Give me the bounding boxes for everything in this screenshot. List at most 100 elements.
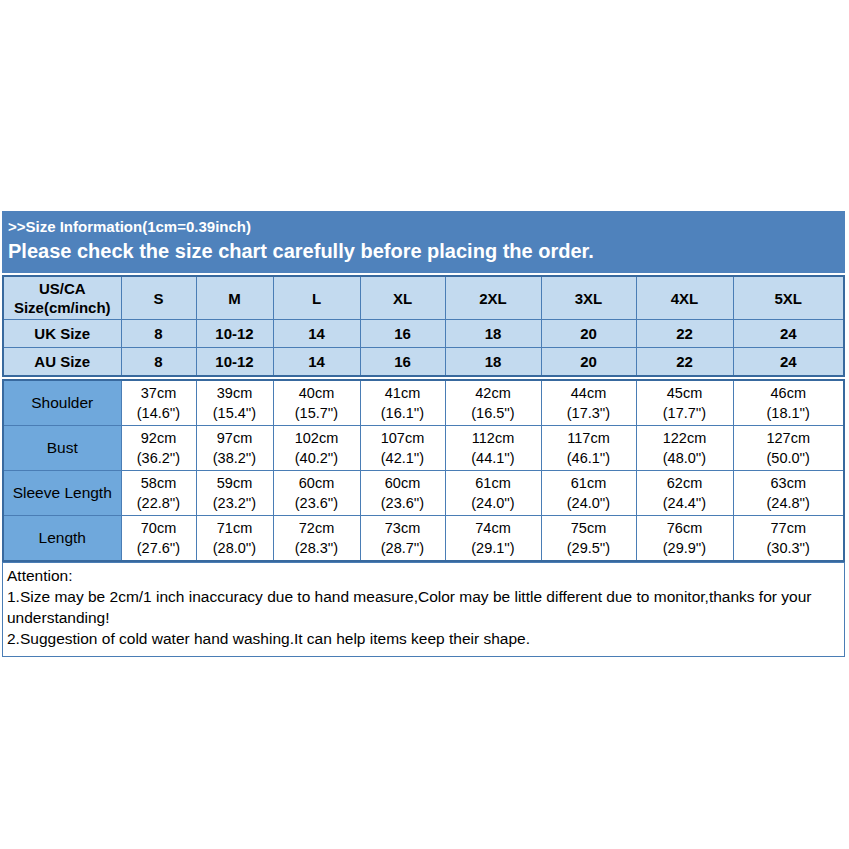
- inch-value: (17.7''): [637, 403, 733, 423]
- size-row-label: AU Size: [3, 348, 121, 377]
- cm-value: 44cm: [542, 383, 636, 403]
- measure-row-label: Length: [3, 516, 121, 562]
- inch-value: (27.6''): [122, 538, 196, 558]
- measure-table-row: Bust92cm(36.2'')97cm(38.2'')102cm(40.2''…: [3, 426, 844, 471]
- size-information-panel: >>Size Information(1cm=0.39inch) Please …: [2, 211, 845, 657]
- cm-value: 42cm: [446, 383, 541, 403]
- cm-value: 61cm: [446, 473, 541, 493]
- inch-value: (16.1''): [361, 403, 445, 423]
- measure-row-label: Shoulder: [3, 380, 121, 426]
- measure-value-cell: 97cm(38.2''): [196, 426, 273, 471]
- cm-value: 70cm: [122, 518, 196, 538]
- measure-value-cell: 37cm(14.6''): [121, 380, 196, 426]
- inch-value: (42.1''): [361, 448, 445, 468]
- size-value-cell: 16: [360, 320, 445, 348]
- size-table-header-row: US/CASize(cm/inch)SMLXL2XL3XL4XL5XL: [3, 276, 844, 320]
- cm-value: 112cm: [446, 428, 541, 448]
- measure-value-cell: 58cm(22.8''): [121, 471, 196, 516]
- inch-value: (40.2''): [274, 448, 360, 468]
- cm-value: 127cm: [734, 428, 844, 448]
- measure-row-label: Sleeve Length: [3, 471, 121, 516]
- cm-value: 59cm: [197, 473, 273, 493]
- cm-value: 74cm: [446, 518, 541, 538]
- cm-value: 92cm: [122, 428, 196, 448]
- inch-value: (16.5''): [446, 403, 541, 423]
- inch-value: (23.6''): [274, 493, 360, 513]
- measure-value-cell: 71cm(28.0''): [196, 516, 273, 562]
- size-column-header: 2XL: [445, 276, 541, 320]
- inch-value: (15.7''): [274, 403, 360, 423]
- measure-value-cell: 75cm(29.5''): [541, 516, 636, 562]
- size-column-header: M: [196, 276, 273, 320]
- cm-value: 46cm: [734, 383, 844, 403]
- cm-value: 40cm: [274, 383, 360, 403]
- measure-value-cell: 117cm(46.1''): [541, 426, 636, 471]
- inch-value: (28.7''): [361, 538, 445, 558]
- size-value-cell: 22: [636, 348, 733, 377]
- inch-value: (24.4''): [637, 493, 733, 513]
- size-column-header: L: [273, 276, 360, 320]
- cm-value: 122cm: [637, 428, 733, 448]
- cm-value: 77cm: [734, 518, 844, 538]
- size-value-cell: 10-12: [196, 320, 273, 348]
- size-table-row: AU Size810-12141618202224: [3, 348, 844, 377]
- measure-value-cell: 127cm(50.0''): [733, 426, 844, 471]
- measure-value-cell: 42cm(16.5''): [445, 380, 541, 426]
- inch-value: (50.0''): [734, 448, 844, 468]
- measure-value-cell: 60cm(23.6''): [360, 471, 445, 516]
- measure-value-cell: 112cm(44.1''): [445, 426, 541, 471]
- size-value-cell: 18: [445, 348, 541, 377]
- size-chart-notice: Please check the size chart carefully be…: [8, 237, 839, 266]
- inch-value: (23.2''): [197, 493, 273, 513]
- size-value-cell: 10-12: [196, 348, 273, 377]
- measure-value-cell: 92cm(36.2''): [121, 426, 196, 471]
- corner-label-line: Size(cm/inch): [4, 298, 121, 317]
- size-conversion-table: US/CASize(cm/inch)SMLXL2XL3XL4XL5XLUK Si…: [2, 275, 845, 377]
- size-column-header: 4XL: [636, 276, 733, 320]
- size-value-cell: 24: [733, 320, 844, 348]
- measure-value-cell: 76cm(29.9''): [636, 516, 733, 562]
- inch-value: (29.5''): [542, 538, 636, 558]
- measure-value-cell: 61cm(24.0''): [445, 471, 541, 516]
- size-value-cell: 16: [360, 348, 445, 377]
- measure-table-row: Length70cm(27.6'')71cm(28.0'')72cm(28.3'…: [3, 516, 844, 562]
- cm-value: 75cm: [542, 518, 636, 538]
- size-info-title: >>Size Information(1cm=0.39inch): [8, 217, 839, 237]
- inch-value: (28.0''): [197, 538, 273, 558]
- inch-value: (15.4''): [197, 403, 273, 423]
- measure-value-cell: 59cm(23.2''): [196, 471, 273, 516]
- measure-value-cell: 72cm(28.3''): [273, 516, 360, 562]
- size-value-cell: 20: [541, 348, 636, 377]
- measure-table-row: Shoulder37cm(14.6'')39cm(15.4'')40cm(15.…: [3, 380, 844, 426]
- inch-value: (24.0''): [446, 493, 541, 513]
- size-value-cell: 22: [636, 320, 733, 348]
- cm-value: 97cm: [197, 428, 273, 448]
- measure-value-cell: 61cm(24.0''): [541, 471, 636, 516]
- inch-value: (18.1''): [734, 403, 844, 423]
- measure-value-cell: 41cm(16.1''): [360, 380, 445, 426]
- size-value-cell: 14: [273, 320, 360, 348]
- inch-value: (17.3''): [542, 403, 636, 423]
- cm-value: 58cm: [122, 473, 196, 493]
- inch-value: (28.3''): [274, 538, 360, 558]
- cm-value: 76cm: [637, 518, 733, 538]
- cm-value: 60cm: [361, 473, 445, 493]
- size-column-header: 5XL: [733, 276, 844, 320]
- attention-line-1: 1.Size may be 2cm/1 inch inaccuracy due …: [7, 586, 840, 628]
- measure-value-cell: 74cm(29.1''): [445, 516, 541, 562]
- measure-value-cell: 122cm(48.0''): [636, 426, 733, 471]
- attention-title: Attention:: [7, 565, 840, 586]
- size-value-cell: 8: [121, 320, 196, 348]
- inch-value: (36.2''): [122, 448, 196, 468]
- measure-value-cell: 77cm(30.3''): [733, 516, 844, 562]
- cm-value: 39cm: [197, 383, 273, 403]
- cm-value: 71cm: [197, 518, 273, 538]
- title-bar: >>Size Information(1cm=0.39inch) Please …: [2, 211, 845, 273]
- size-info-image: { "header": { "line1": ">>Size Informati…: [0, 0, 849, 849]
- cm-value: 102cm: [274, 428, 360, 448]
- inch-value: (29.1''): [446, 538, 541, 558]
- measure-value-cell: 40cm(15.7''): [273, 380, 360, 426]
- inch-value: (46.1''): [542, 448, 636, 468]
- size-value-cell: 18: [445, 320, 541, 348]
- cm-value: 45cm: [637, 383, 733, 403]
